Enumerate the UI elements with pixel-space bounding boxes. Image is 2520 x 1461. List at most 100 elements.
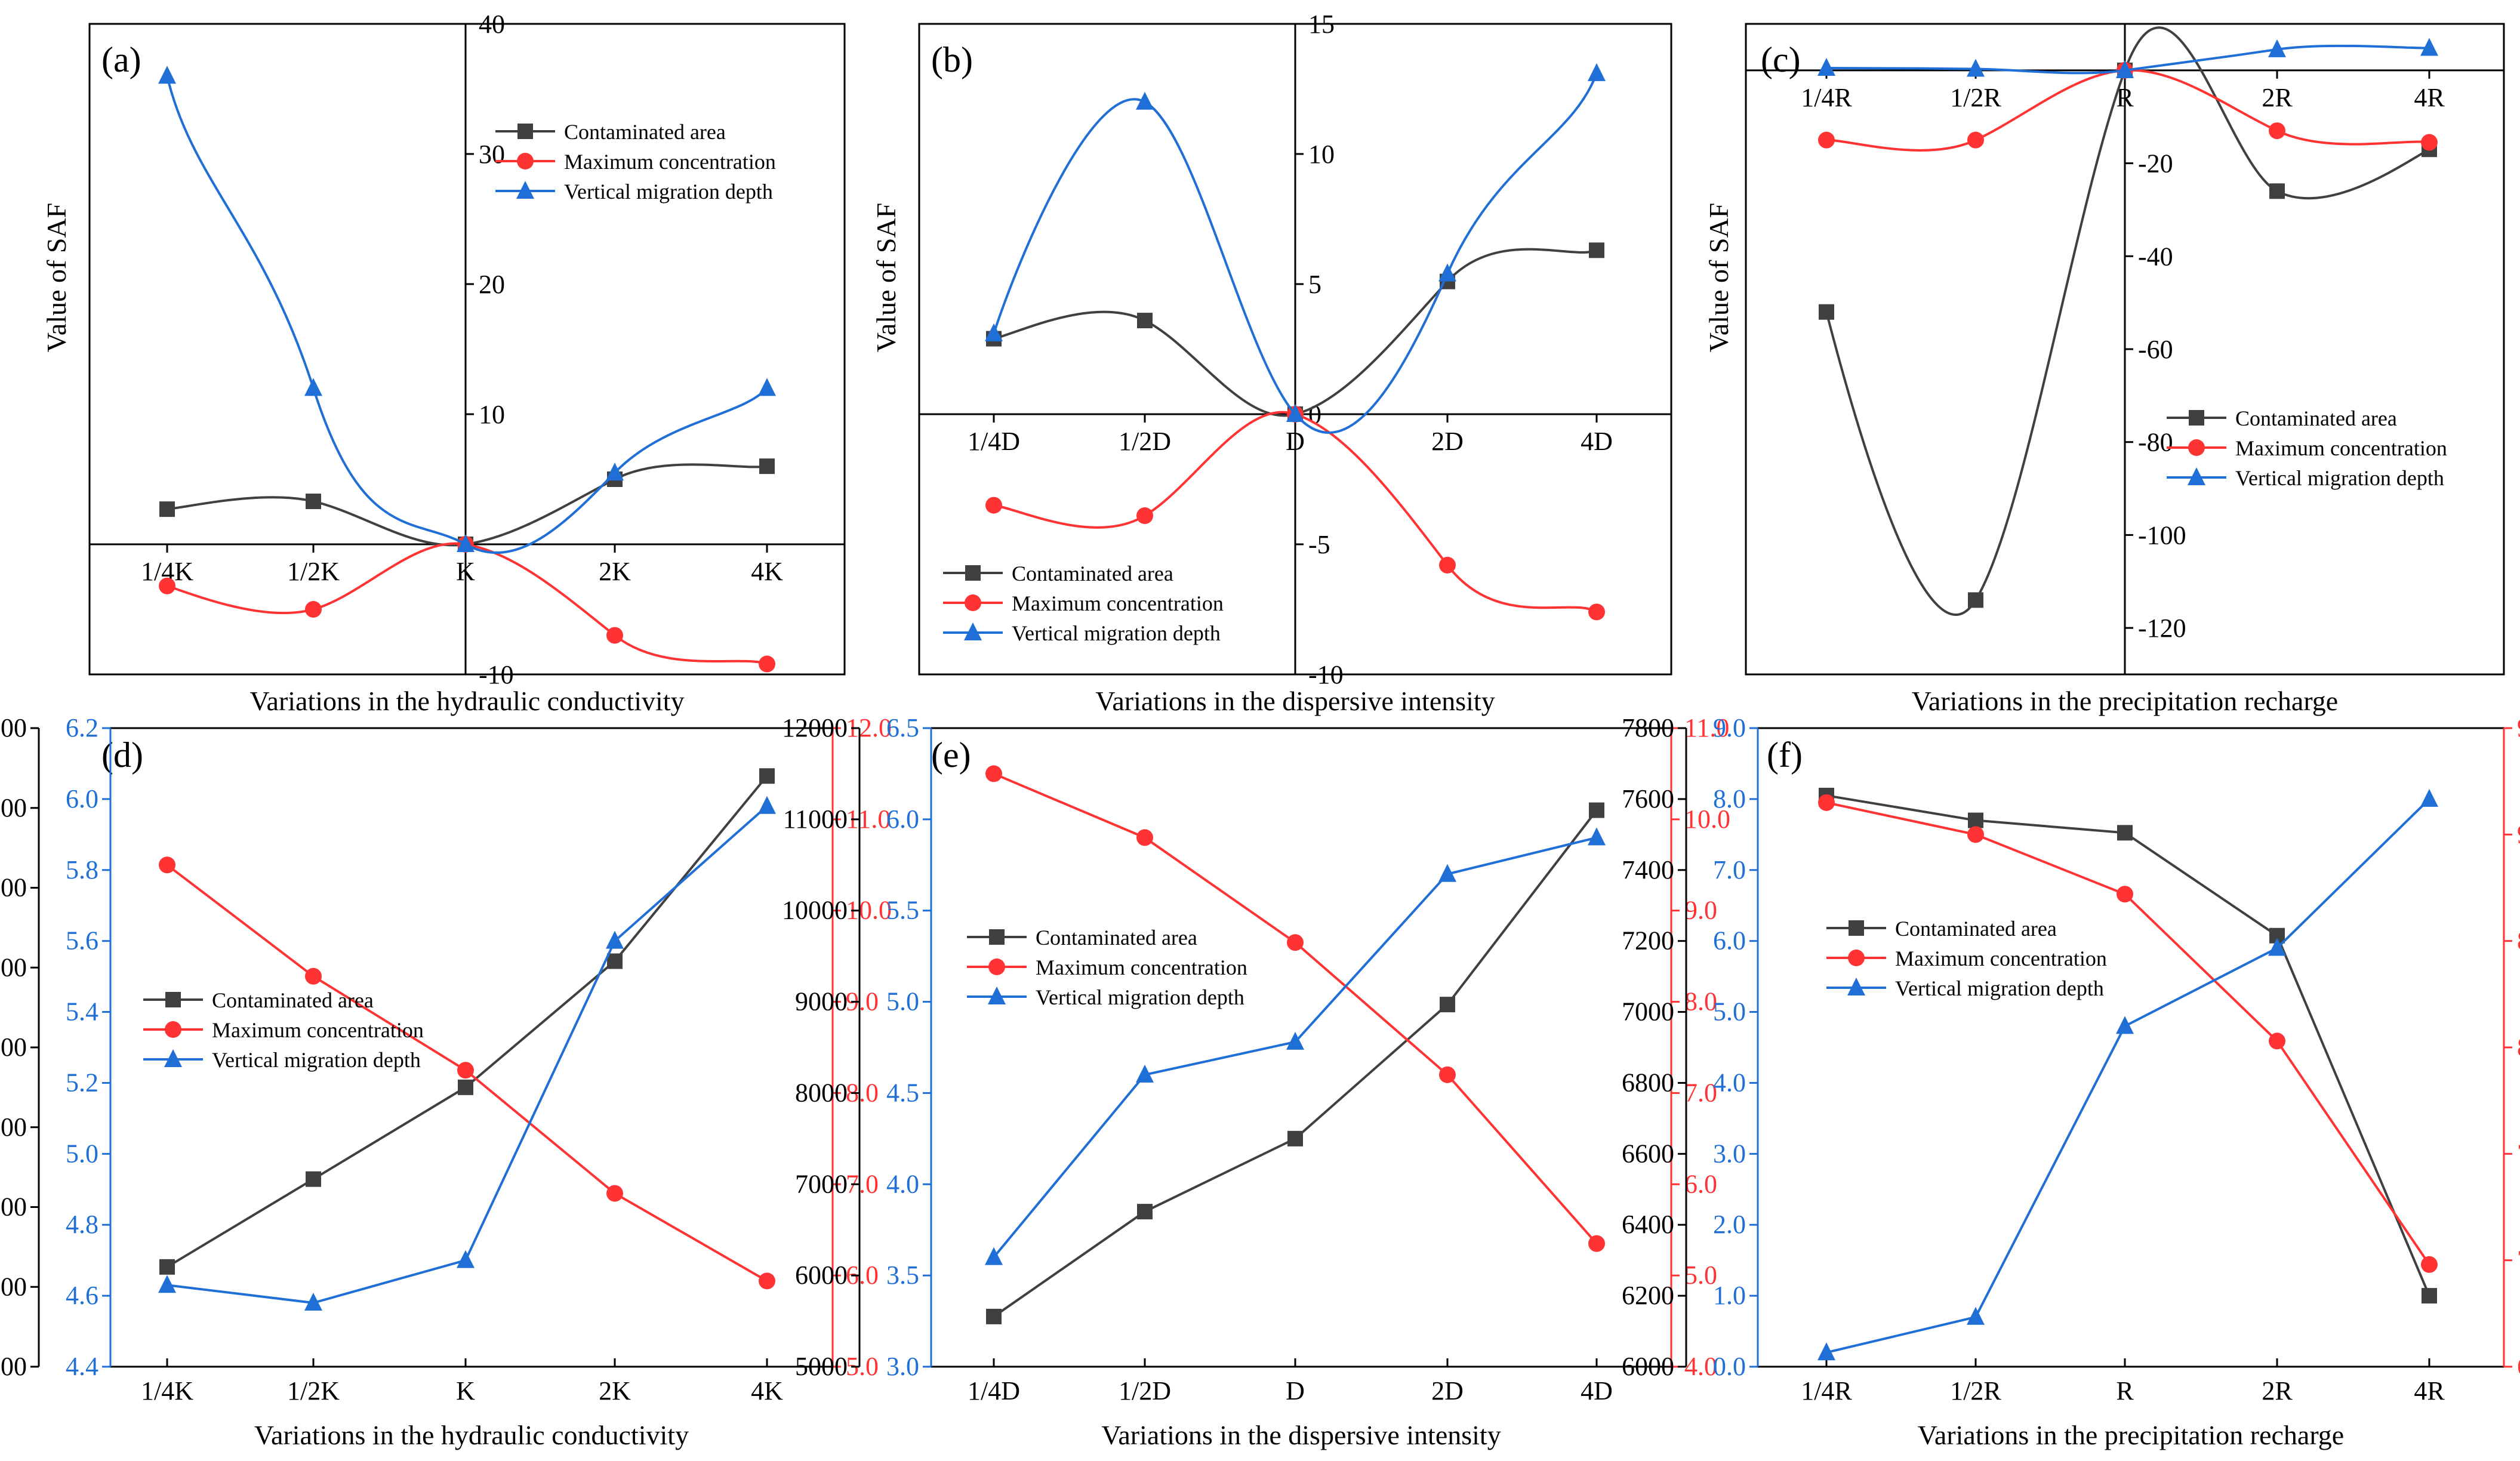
data-point [2116, 1016, 2134, 1034]
y-tick-label: 9.0 [1684, 896, 1717, 925]
data-point [606, 1185, 623, 1202]
legend-label: Contaminated area [564, 120, 726, 144]
y-tick-label: 10000 [782, 896, 848, 925]
data-point [2269, 1032, 2285, 1050]
legend-label: Maximum concentration [1895, 947, 2107, 970]
data-point [1967, 1306, 1985, 1325]
chart-panel-5: (e) Variations in the dispersive intensit… [782, 713, 1730, 1450]
y-tick-label: 8000 [795, 1078, 848, 1107]
data-point [1136, 91, 1154, 110]
y-tick-label: 6.0 [846, 1260, 879, 1290]
legend-label: Contaminated area [1012, 562, 1173, 585]
x-tick-label: D [1286, 1376, 1305, 1405]
x-tick-label: 1/2K [287, 1376, 340, 1405]
panel-label: (d) [101, 735, 143, 775]
y-tick-label: 7600 [1622, 784, 1674, 813]
x-axis-title: Variations in the precipitation recharge [1918, 1420, 2344, 1450]
y-tick-label: 5 [1308, 270, 1321, 299]
data-point [1286, 404, 1304, 422]
data-point [1588, 63, 1606, 81]
y-tick-label: 40 [479, 10, 505, 39]
data-point [458, 1079, 473, 1095]
y-tick-label: -40 [2138, 242, 2173, 271]
y-tick-label: 6000 [0, 1192, 27, 1222]
y-tick-label: 6.2 [66, 713, 98, 742]
data-point [1588, 827, 1606, 846]
legend-marker [1848, 950, 1865, 966]
y-tick-label: 7000 [795, 1169, 848, 1198]
data-point [1588, 1235, 1605, 1252]
legend-label: Contaminated area [1036, 926, 1197, 950]
y-tick-label: 5.0 [66, 1139, 98, 1168]
x-tick-label: 2R [2262, 83, 2293, 112]
data-point [158, 66, 176, 84]
y-tick-label: 8.0 [2517, 1032, 2520, 1062]
chart-panel-4: (d) Variations in the hydraulic conductiv… [0, 713, 892, 1450]
y-tick-label: 10000 [0, 873, 27, 902]
y-tick-label: 5.0 [846, 1352, 879, 1381]
data-point [2116, 60, 2134, 78]
x-tick-label: 4D [1581, 1376, 1613, 1405]
data-point [1818, 794, 1835, 811]
data-point [1136, 507, 1153, 525]
y-tick-label: 5.4 [66, 997, 98, 1027]
data-point [2422, 1288, 2437, 1304]
y-tick-label: -80 [2138, 428, 2173, 457]
x-tick-label: 1/4R [1801, 1376, 1852, 1405]
y-tick-label: 7.0 [846, 1169, 879, 1198]
legend-marker [988, 958, 1005, 975]
data-point [2268, 39, 2286, 57]
legend-marker [164, 1049, 182, 1067]
y-tick-label: 4.8 [66, 1210, 98, 1239]
y-tick-label: 4.5 [886, 1078, 919, 1107]
x-tick-label: 1/4D [968, 427, 1020, 456]
y-tick-label: 5.0 [1684, 1260, 1717, 1290]
chart-panel-2: (b) Variations in the dispersive intensit… [871, 10, 1672, 716]
y-tick-label: 4000 [0, 1352, 27, 1381]
data-point [306, 1171, 321, 1187]
y-tick-label: 11000 [0, 793, 27, 822]
legend-marker [1849, 920, 1864, 936]
chart-panel-1: (a) Variations in the hydraulic conductiv… [41, 10, 846, 716]
data-point [1439, 1066, 1456, 1083]
y-tick-label: 6200 [1622, 1281, 1674, 1310]
data-point [759, 1272, 775, 1290]
data-point [1287, 934, 1304, 951]
data-point [2117, 886, 2133, 903]
y-tick-label: -10 [479, 660, 514, 689]
x-tick-label: 1/2D [1119, 427, 1171, 456]
series-line-3 [993, 73, 1598, 434]
data-point [158, 1275, 176, 1293]
y-tick-label: 12000 [0, 713, 27, 742]
y-tick-label: 6.0 [886, 805, 919, 834]
y-tick-label: 7000 [1622, 997, 1674, 1027]
legend-label: Maximum concentration [1012, 591, 1224, 615]
y-tick-label: -5 [1308, 530, 1330, 559]
panel-label: (c) [1761, 40, 1801, 79]
legend-label: Maximum concentration [212, 1018, 424, 1042]
y-tick-label: -10 [1308, 660, 1344, 689]
x-tick-label: 2R [2262, 1376, 2293, 1405]
legend-label: Vertical migration depth [1895, 976, 2104, 1000]
x-axis-title: Variations in the dispersive intensity [1095, 686, 1495, 716]
legend-marker [964, 622, 982, 640]
x-tick-label: 4K [751, 557, 783, 586]
y-tick-label: 3.0 [1713, 1139, 1746, 1168]
y-tick-label: 5000 [795, 1352, 848, 1381]
x-tick-label: 2D [1431, 427, 1464, 456]
data-point [159, 577, 175, 594]
legend-marker [165, 992, 181, 1007]
y-tick-label: 7400 [1622, 855, 1674, 884]
data-point [1819, 304, 1834, 320]
chart-panel-6: (f) Variations in the precipitation recha… [1622, 713, 2520, 1450]
y-tick-label: 6600 [1622, 1139, 1674, 1168]
data-point [2420, 38, 2438, 56]
y-axis-title: Value of SAF [41, 203, 72, 352]
y-tick-label: 8.0 [846, 1078, 879, 1107]
legend-label: Vertical migration depth [1036, 985, 1244, 1009]
data-point [1438, 263, 1456, 282]
x-axis-title: Variations in the precipitation recharge [1912, 686, 2338, 716]
data-point [1439, 556, 1456, 574]
data-point [1968, 592, 1983, 608]
